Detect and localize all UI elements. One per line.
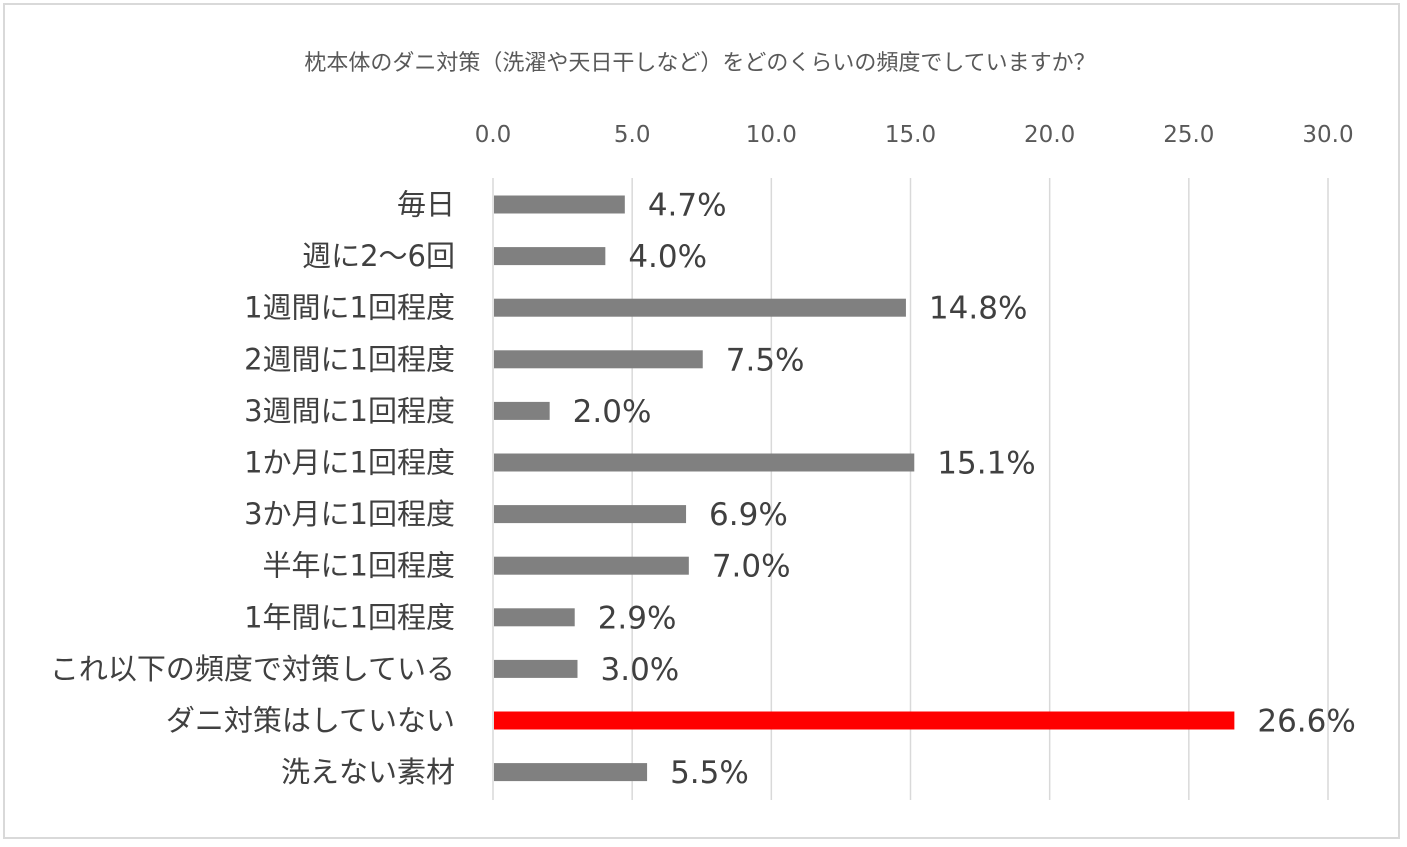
bar [494, 298, 906, 317]
x-tick-label: 15.0 [885, 122, 936, 148]
category-label: 半年に1回程度 [263, 549, 455, 583]
data-label: 2.9% [598, 600, 677, 636]
x-tick-label: 0.0 [475, 122, 512, 148]
x-tick-label: 10.0 [746, 122, 797, 148]
data-label: 15.1% [937, 446, 1035, 482]
data-label: 3.0% [601, 652, 680, 688]
category-label: 週に2～6回 [302, 239, 455, 273]
bar [494, 247, 606, 266]
category-label: 洗えない素材 [281, 755, 455, 789]
x-tick-label: 20.0 [1024, 122, 1075, 148]
gridlines [492, 178, 1329, 800]
category-label: 3か月に1回程度 [244, 497, 455, 531]
x-tick-label: 5.0 [614, 122, 651, 148]
data-label: 6.9% [709, 497, 788, 533]
bar [494, 195, 625, 214]
bar [494, 763, 648, 782]
bar [494, 350, 703, 369]
data-label: 4.7% [648, 188, 727, 224]
data-label: 2.0% [573, 394, 652, 430]
data-label: 7.0% [712, 549, 791, 585]
bar [494, 608, 575, 627]
x-axis-ticks: 0.0 5.0 10.0 15.0 20.0 25.0 30.0 [475, 122, 1354, 148]
data-label: 26.6% [1257, 704, 1355, 740]
chart-title: 枕本体のダニ対策（洗濯や天日干しなど）をどのくらいの頻度でしていますか？ [304, 51, 1095, 76]
category-label: これ以下の頻度で対策している [50, 652, 455, 686]
category-label: 1か月に1回程度 [244, 446, 455, 480]
bar [494, 453, 915, 472]
data-label: 7.5% [726, 342, 805, 378]
x-tick-label: 25.0 [1163, 122, 1214, 148]
bar [494, 505, 687, 524]
bar [494, 401, 550, 420]
data-label: 5.5% [670, 755, 749, 791]
data-label: 14.8% [929, 291, 1027, 327]
data-label: 4.0% [628, 239, 707, 275]
x-tick-label: 30.0 [1302, 122, 1353, 148]
category-label: 3週間に1回程度 [244, 394, 455, 428]
bar [494, 659, 578, 678]
chart-frame [3, 3, 1400, 839]
bar [494, 556, 689, 575]
category-label: 2週間に1回程度 [244, 342, 455, 376]
bar-highlight [494, 711, 1235, 730]
category-label: 毎日 [397, 188, 455, 222]
value-labels: 4.7% 4.0% 14.8% 7.5% 2.0% 15.1% 6.9% 7.0% 2.9% 3.… [573, 188, 1356, 792]
category-label: 1年間に1回程度 [244, 600, 455, 634]
category-label: ダニ対策はしていない [166, 704, 455, 738]
category-label: 1週間に1回程度 [244, 291, 455, 325]
bars [494, 195, 1235, 782]
